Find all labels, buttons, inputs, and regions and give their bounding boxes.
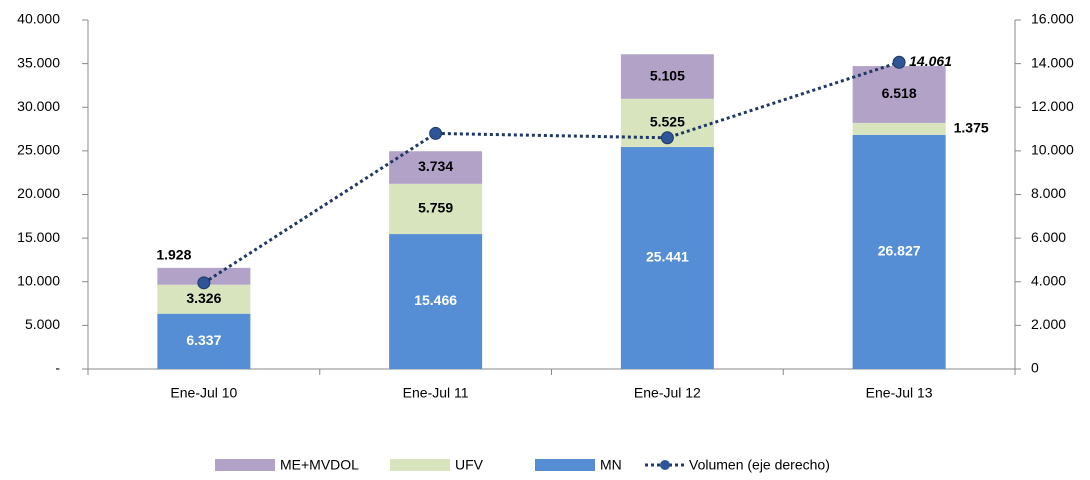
legend-label: ME+MVDOL (280, 457, 359, 473)
y2-tick-label: 14.000 (1031, 54, 1074, 70)
y-tick-label: 30.000 (17, 98, 60, 114)
legend-label: UFV (455, 457, 484, 473)
y2-tick-label: 6.000 (1031, 229, 1066, 245)
x-tick-label: Ene-Jul 10 (170, 385, 237, 401)
legend-swatch (390, 459, 450, 471)
line-marker (660, 131, 674, 145)
data-label: 14.061 (909, 53, 952, 69)
line (203, 60, 900, 285)
legend-label: Volumen (eje derecho) (689, 457, 830, 473)
data-label: 5.759 (418, 200, 453, 216)
legend-swatch (535, 459, 595, 471)
y2-tick-label: 12.000 (1031, 98, 1074, 114)
data-label: 1.928 (156, 247, 191, 263)
y-tick-label: 25.000 (17, 142, 60, 158)
y-tick-label: 5.000 (25, 316, 60, 332)
data-label: 5.105 (650, 67, 685, 83)
data-label: 6.518 (882, 85, 917, 101)
line-marker (429, 126, 443, 140)
legend-label: MN (600, 457, 622, 473)
y-tick-label: 35.000 (17, 54, 60, 70)
legend-swatch (215, 459, 275, 471)
bar-segment (389, 151, 483, 184)
y2-tick-label: 10.000 (1031, 142, 1074, 158)
y2-tick-label: 0 (1031, 360, 1039, 376)
bar-segment (389, 183, 483, 235)
data-label: 26.827 (878, 243, 921, 259)
y-tick-label: 20.000 (17, 185, 60, 201)
bar-segment (157, 267, 251, 285)
bar-segment (620, 147, 714, 369)
legend-marker (660, 460, 670, 470)
data-label: 25.441 (646, 249, 689, 265)
y-tick-label: - (55, 360, 60, 376)
line-marker (197, 276, 211, 290)
y2-tick-label: 16.000 (1031, 11, 1074, 27)
bar-segment (157, 313, 251, 369)
y-tick-label: 40.000 (17, 11, 60, 27)
bar-segment (852, 134, 946, 369)
y2-tick-label: 8.000 (1031, 185, 1066, 201)
data-label: 1.375 (954, 120, 989, 136)
data-label: 15.466 (414, 292, 457, 308)
x-tick-label: Ene-Jul 12 (634, 385, 701, 401)
bar-segment (157, 284, 251, 314)
data-label: 3.734 (418, 158, 453, 174)
y2-tick-label: 2.000 (1031, 316, 1066, 332)
x-tick-label: Ene-Jul 11 (403, 385, 469, 401)
data-label: 3.326 (186, 290, 221, 306)
y-tick-label: 10.000 (17, 272, 60, 288)
data-label: 6.337 (186, 332, 221, 348)
y2-tick-label: 4.000 (1031, 272, 1066, 288)
bar-segment (852, 66, 946, 123)
bar-segment (389, 234, 483, 369)
bar-segment (852, 122, 946, 135)
data-label: 5.525 (650, 114, 685, 130)
y-tick-label: 15.000 (17, 229, 60, 245)
x-tick-label: Ene-Jul 13 (866, 385, 933, 401)
line-marker (892, 55, 906, 69)
bar-segment (620, 54, 714, 99)
